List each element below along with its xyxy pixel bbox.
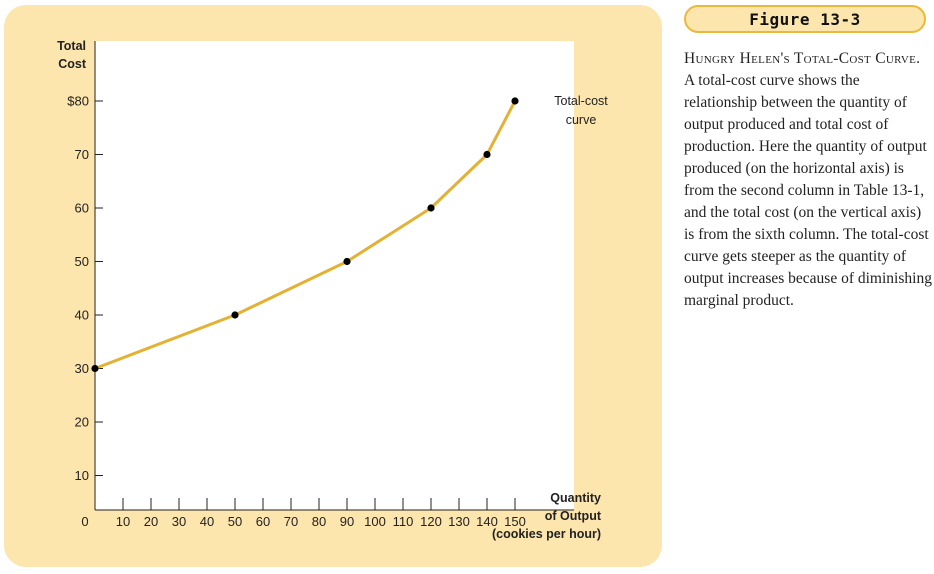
plot-area — [95, 41, 574, 510]
data-point — [231, 311, 239, 319]
x-tick-label: 90 — [340, 514, 354, 529]
caption-body: A total-cost curve shows the relationshi… — [684, 72, 932, 309]
y-tick-label: 50 — [75, 254, 89, 269]
y-tick-label: 40 — [75, 308, 89, 323]
total-cost-chart: 10 20 30 40 50 60 70 $80 10 20 30 40 50 60 70 80 90 100 11… — [57, 39, 608, 541]
total-cost-curve — [94, 100, 517, 370]
data-point — [483, 150, 491, 159]
caption-title: Hungry Helen's Total-Cost Curve. — [684, 50, 921, 67]
x-tick-label: 60 — [256, 514, 270, 529]
x-tick-label: 80 — [312, 514, 326, 529]
figure-caption: Hungry Helen's Total-Cost Curve. A total… — [684, 48, 932, 312]
y-tick-label: $80 — [67, 94, 89, 109]
x-axis-title: Quantity — [550, 491, 601, 505]
x-tick-label: 10 — [116, 514, 130, 529]
series-label: curve — [566, 113, 597, 127]
x-tick-label: 30 — [172, 514, 186, 529]
x-tick-label: 40 — [200, 514, 214, 529]
series-label: Total-cost — [554, 94, 608, 108]
x-tick-label: 20 — [144, 514, 158, 529]
x-tick-label: 70 — [284, 514, 298, 529]
y-tick-label: 70 — [75, 147, 89, 162]
x-tick-label: 140 — [476, 514, 498, 529]
y-tick-label: 20 — [75, 415, 89, 430]
y-tick-label: 10 — [75, 468, 89, 483]
x-tick-label: 110 — [393, 514, 414, 529]
x-axis-title: of Output — [545, 509, 602, 523]
y-tick-label: 60 — [75, 201, 89, 216]
y-tick-label: 30 — [75, 361, 89, 376]
x-tick-label: 130 — [448, 514, 470, 529]
x-tick-label: 50 — [228, 514, 242, 529]
x-tick-label: 120 — [420, 514, 442, 529]
chart-panel: 10 20 30 40 50 60 70 $80 10 20 30 40 50 60 70 80 90 100 11… — [4, 5, 662, 567]
origin-label: 0 — [81, 514, 88, 529]
x-tick-label: 150 — [504, 514, 526, 529]
y-axis-title: Total — [57, 39, 86, 53]
data-point — [427, 204, 435, 212]
figure-label: Figure 13-3 — [684, 5, 926, 33]
y-axis-title: Cost — [58, 57, 87, 71]
data-point — [511, 97, 519, 105]
data-point — [91, 364, 99, 373]
data-point — [343, 257, 351, 266]
x-axis-title: (cookies per hour) — [492, 527, 601, 541]
x-tick-label: 100 — [364, 514, 386, 529]
